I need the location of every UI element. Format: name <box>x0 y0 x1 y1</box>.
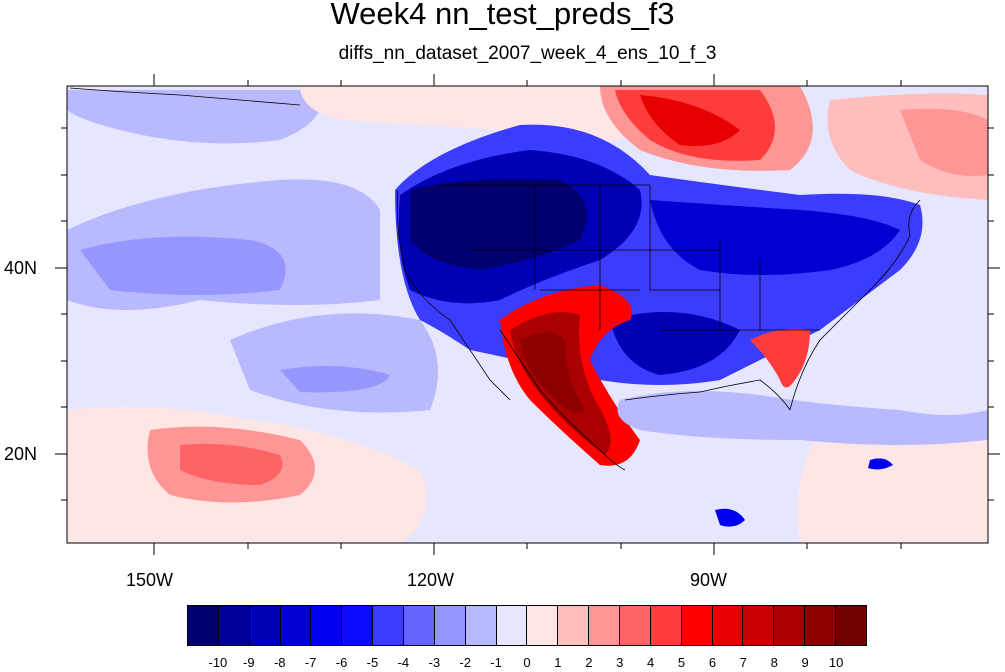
colorbar-tick-label: -3 <box>428 655 441 670</box>
colorbar-swatch <box>836 606 866 645</box>
colorbar-tick-label: -8 <box>273 655 286 670</box>
lon-label-120w: 120W <box>407 570 455 590</box>
colorbar-tick-label: 4 <box>647 655 655 670</box>
colorbar-swatch <box>774 606 806 645</box>
colorbar-swatch <box>311 606 343 645</box>
colorbar-tick-label: 6 <box>708 655 717 670</box>
map-plot <box>55 74 1000 555</box>
colorbar-swatch <box>342 606 374 645</box>
colorbar-swatch <box>404 606 435 645</box>
colorbar-tick-label: -6 <box>335 655 348 670</box>
lon-label-150w: 150W <box>126 570 174 590</box>
chart-subtitle: diffs_nn_dataset_2007_week_4_ens_10_f_3 <box>338 43 717 64</box>
lon-label-90w: 90W <box>690 570 728 590</box>
colorbar-swatch <box>681 606 713 645</box>
colorbar-tick-label: 9 <box>801 655 809 670</box>
lat-label-20n: 20N <box>4 444 38 464</box>
colorbar-swatch <box>249 606 281 645</box>
colorbar-tick-label: -4 <box>397 655 410 670</box>
colorbar-tick-label: 5 <box>677 655 686 670</box>
colorbar-swatch <box>373 606 405 645</box>
colorbar-swatch <box>280 606 312 645</box>
colorbar-swatch <box>743 606 775 645</box>
colorbar-swatch <box>465 606 497 645</box>
colorbar-tick-label: 2 <box>585 655 593 670</box>
contour-field <box>67 86 988 543</box>
colorbar-swatch <box>434 606 466 645</box>
colorbar-swatch <box>496 606 528 645</box>
colorbar-swatch <box>589 606 621 645</box>
colorbar-tick-label: -9 <box>243 655 255 670</box>
axis-ticks <box>55 74 1000 555</box>
colorbar-swatch <box>527 606 559 645</box>
colorbar-tick-label: 10 <box>828 655 844 670</box>
colorbar-tick-label: -1 <box>490 655 502 670</box>
lat-label-40n: 40N <box>4 258 38 278</box>
colorbar-tick-label: -2 <box>459 655 471 670</box>
colorbar-tick-label: -5 <box>366 655 379 670</box>
colorbar-swatch <box>188 606 219 645</box>
colorbar <box>187 605 867 646</box>
colorbar-tick-label: -10 <box>208 655 228 670</box>
colorbar-tick-label: 8 <box>770 655 778 670</box>
colorbar-tick-label: 7 <box>739 655 747 670</box>
colorbar-tick-label: 0 <box>523 655 531 670</box>
colorbar-tick-label: 3 <box>616 655 624 670</box>
colorbar-tick-label: 1 <box>554 655 562 670</box>
colorbar-swatch <box>712 606 744 645</box>
colorbar-swatch <box>620 606 651 645</box>
chart-title: Week4 nn_test_preds_f3 <box>330 0 675 31</box>
colorbar-swatch <box>650 606 682 645</box>
colorbar-tick-label: -7 <box>304 655 317 670</box>
colorbar-swatch <box>805 606 837 645</box>
coastlines <box>69 87 921 471</box>
colorbar-swatch <box>558 606 590 645</box>
colorbar-swatch <box>218 606 250 645</box>
